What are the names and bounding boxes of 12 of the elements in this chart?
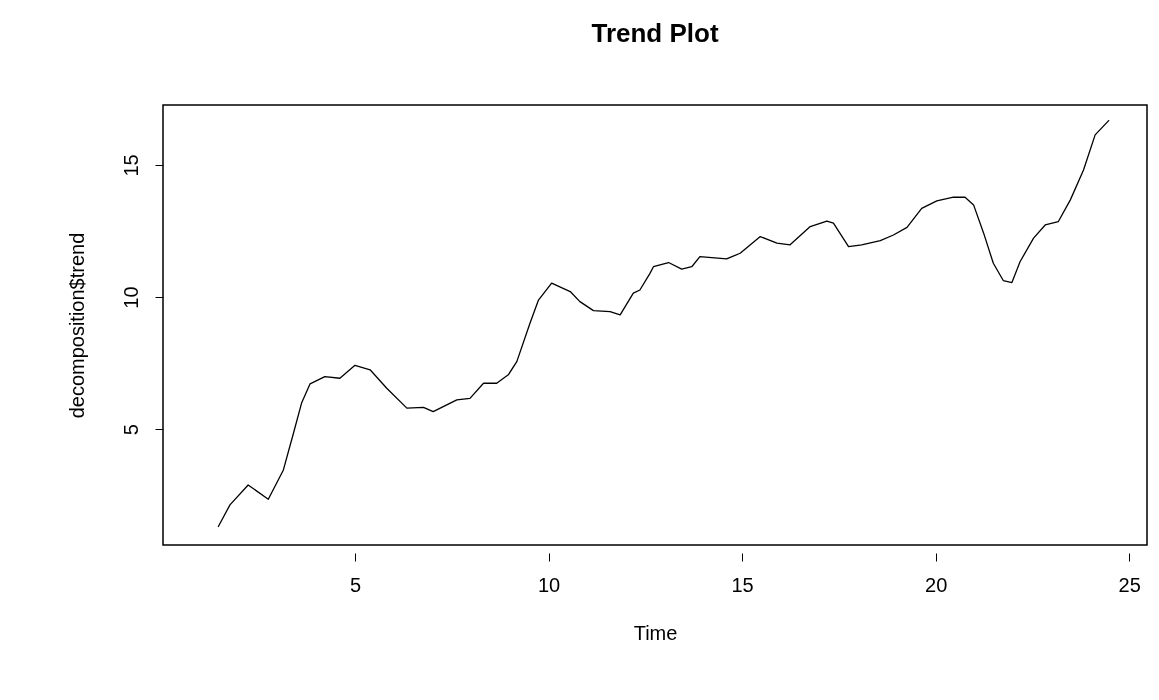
y-tick-label: 10 [119, 286, 142, 309]
y-axis-title: decomposition$trend [65, 232, 88, 419]
y-tick-label: 15 [119, 154, 142, 177]
line-series [217, 119, 1110, 528]
chart-title: Trend Plot [591, 18, 719, 48]
x-tick-label: 25 [1118, 573, 1141, 596]
x-tick-label: 5 [349, 573, 362, 596]
x-tick-label: 10 [537, 573, 561, 596]
x-tick-label: 15 [731, 573, 754, 596]
y-tick-label: 5 [119, 424, 142, 436]
x-axis-title: Time [633, 621, 678, 644]
x-tick-label: 20 [925, 573, 948, 596]
